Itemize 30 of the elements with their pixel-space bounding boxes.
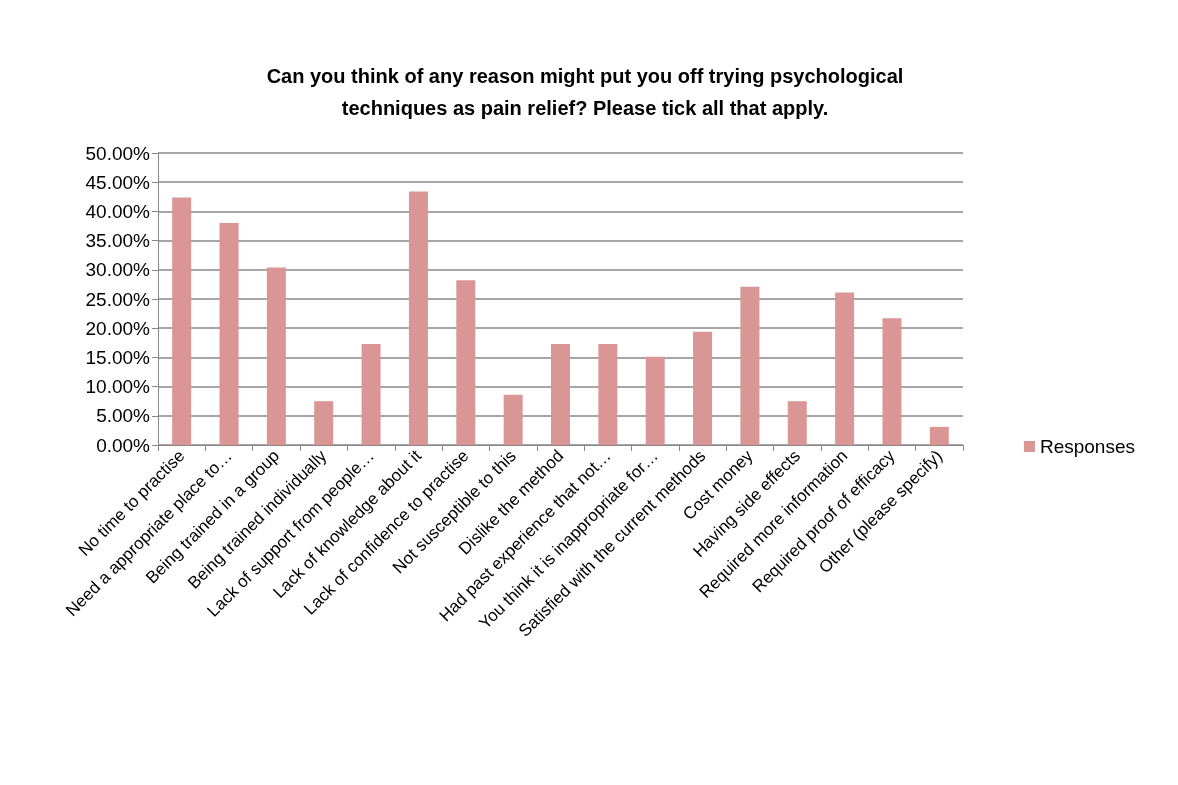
- bar: [835, 292, 855, 445]
- bar: [882, 318, 902, 445]
- bar: [598, 343, 618, 445]
- legend-label: Responses: [1039, 436, 1136, 457]
- y-tick-label: 10.00%: [85, 376, 151, 398]
- y-tick-label: 50.00%: [85, 142, 151, 164]
- y-tick-label: 35.00%: [85, 230, 151, 252]
- bar: [456, 280, 476, 445]
- y-tick-label: 20.00%: [85, 317, 151, 339]
- y-tick-label: 45.00%: [85, 171, 151, 193]
- bar: [740, 286, 760, 445]
- bar: [503, 394, 523, 445]
- bar: [172, 197, 192, 445]
- bar: [266, 267, 286, 445]
- bar: [645, 356, 665, 445]
- bar: [314, 401, 334, 445]
- bar: [408, 191, 428, 445]
- bar: [693, 331, 713, 445]
- y-tick-label: 30.00%: [85, 259, 151, 281]
- y-tick-label: 0.00%: [96, 434, 151, 456]
- bar: [551, 343, 570, 445]
- y-tick-label: 40.00%: [85, 200, 151, 222]
- bar: [361, 343, 381, 445]
- bar: [787, 401, 807, 445]
- y-tick-label: 15.00%: [85, 346, 151, 368]
- bar: [219, 223, 239, 445]
- y-tick-label: 5.00%: [96, 405, 151, 427]
- bar: [929, 426, 949, 445]
- y-tick-label: 25.00%: [85, 288, 151, 310]
- chart-title: Can you think of any reason might put you off trying psychological techniques as pain relief? Please tick all that apply.: [266, 65, 904, 119]
